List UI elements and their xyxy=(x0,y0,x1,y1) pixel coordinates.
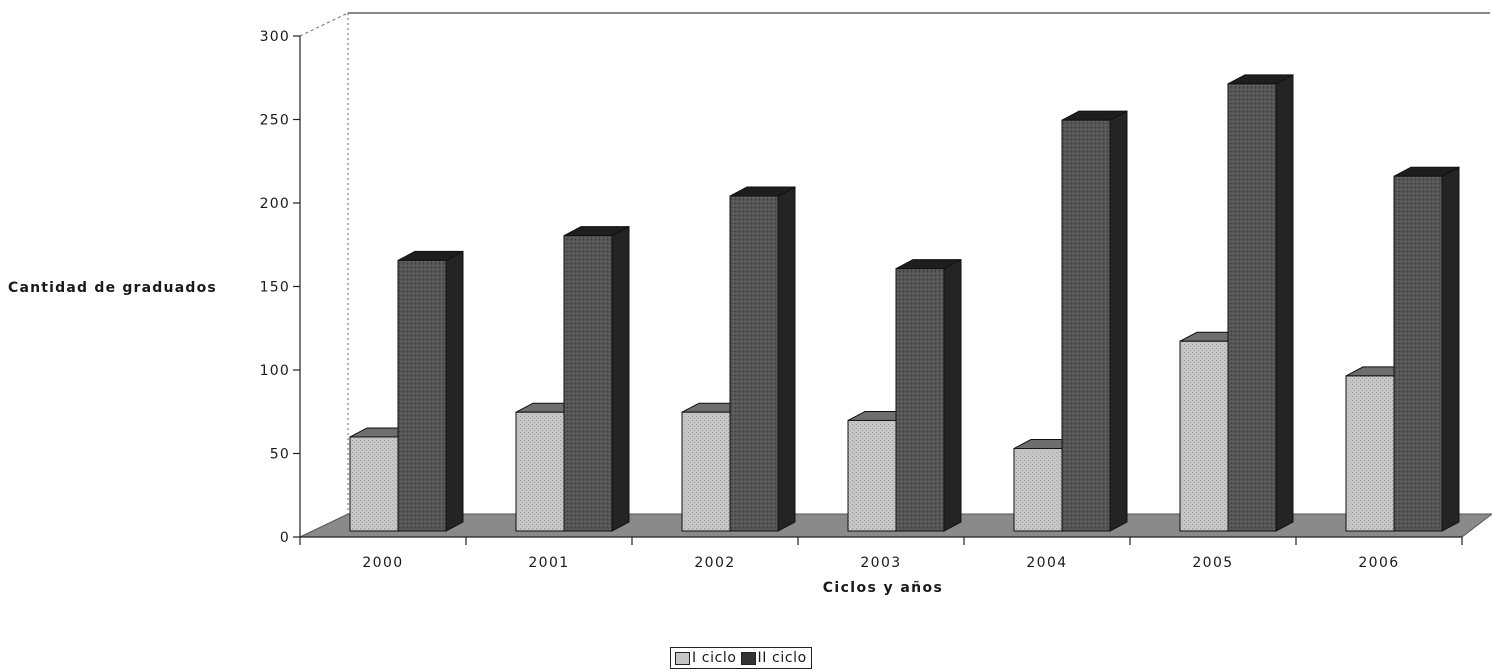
bar-front-face xyxy=(1179,340,1229,532)
legend-swatch-series-1 xyxy=(675,651,690,665)
x-tick-label: 2002 xyxy=(694,555,735,571)
bar-side-face xyxy=(1109,110,1128,532)
x-tick-label: 2001 xyxy=(528,555,569,571)
x-axis-title: Ciclos y años xyxy=(823,580,944,596)
bar-side-face xyxy=(1275,74,1294,532)
bar-front-face xyxy=(847,419,897,532)
y-axis-title: Cantidad de graduados xyxy=(8,280,217,296)
bar-2-2002 xyxy=(729,186,796,532)
bar-2-2006 xyxy=(1393,166,1460,532)
bars xyxy=(349,74,1460,532)
chart-legend: I ciclo II ciclo xyxy=(670,647,812,669)
bar-side-face xyxy=(445,250,464,532)
bar-front-face xyxy=(515,411,565,532)
legend-label-series-1: I ciclo xyxy=(692,650,737,666)
y-tick-label: 200 xyxy=(260,196,290,212)
x-tick-label: 2005 xyxy=(1192,555,1233,571)
bar-2-2001 xyxy=(563,225,630,532)
bar-2-2005 xyxy=(1227,74,1294,532)
bar-front-face xyxy=(563,235,613,532)
bar-side-face xyxy=(1441,166,1460,532)
x-axis-ticks: 2000 2001 2002 2003 2004 2005 2006 xyxy=(299,537,1463,571)
x-tick-label: 2004 xyxy=(1026,555,1067,571)
bar-front-face xyxy=(1345,375,1395,532)
bar-front-face xyxy=(729,195,779,532)
y-tick-label: 150 xyxy=(260,280,290,296)
legend-entry-series-2: II ciclo xyxy=(740,650,807,666)
legend-label-series-2: II ciclo xyxy=(757,650,807,666)
depth-edge-top xyxy=(299,12,349,37)
bar-2-2004 xyxy=(1061,110,1128,532)
y-axis-ticks: 0 50 100 150 200 250 300 xyxy=(260,29,300,546)
bar-front-face xyxy=(349,436,399,532)
bar-front-face xyxy=(1061,119,1111,532)
legend-swatch-series-2 xyxy=(740,651,756,665)
bar-front-face xyxy=(681,411,731,532)
bar-front-face xyxy=(1013,448,1063,532)
bar-front-face xyxy=(895,268,945,532)
bar-side-face xyxy=(777,186,796,532)
x-tick-label: 2000 xyxy=(362,555,403,571)
bar-front-face xyxy=(1227,83,1277,532)
x-tick-label: 2006 xyxy=(1358,555,1399,571)
y-tick-label: 0 xyxy=(280,530,290,546)
x-tick-label: 2003 xyxy=(860,555,901,571)
legend-entry-series-1: I ciclo xyxy=(675,650,737,666)
y-tick-label: 250 xyxy=(260,113,290,129)
bar-front-face xyxy=(397,259,447,532)
bar-2-2000 xyxy=(397,250,464,532)
bar-2-2003 xyxy=(895,258,962,532)
y-tick-label: 50 xyxy=(270,447,290,463)
bar-side-face xyxy=(611,225,630,532)
bar-side-face xyxy=(943,258,962,532)
y-tick-label: 300 xyxy=(260,29,290,45)
y-tick-label: 100 xyxy=(260,363,290,379)
bar-front-face xyxy=(1393,175,1443,532)
